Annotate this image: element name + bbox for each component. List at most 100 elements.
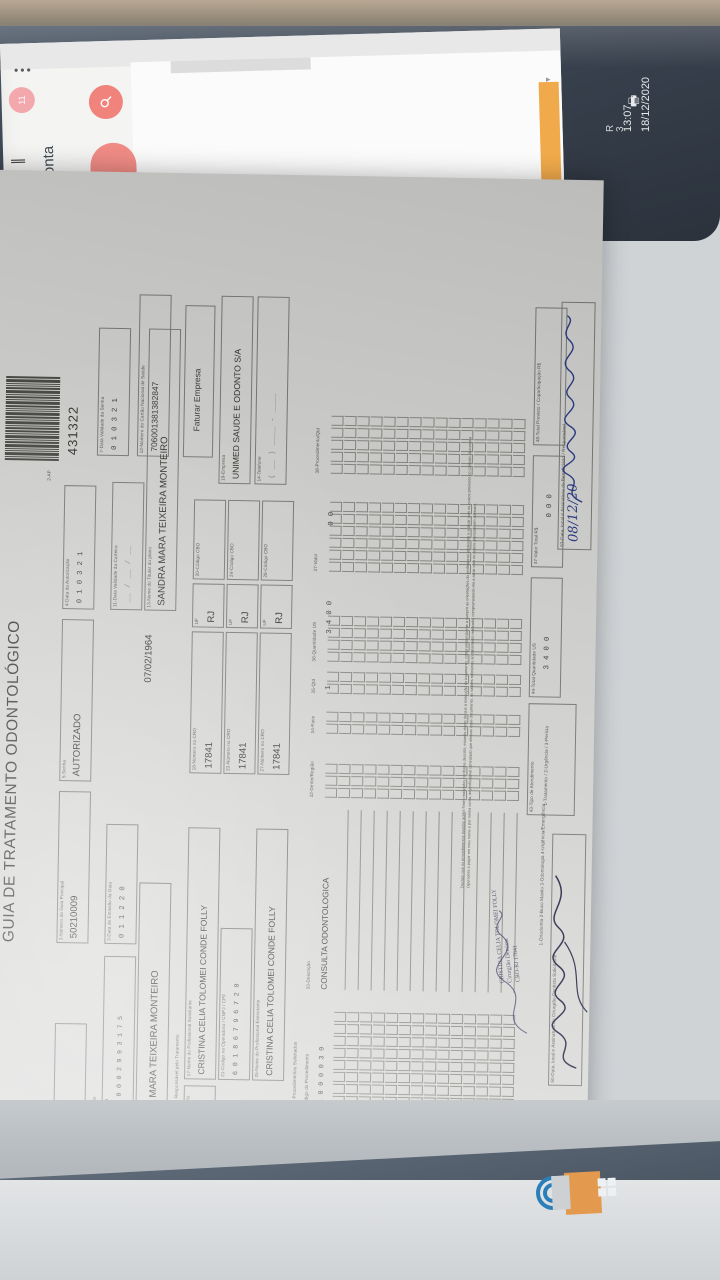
table-row-cell-group[interactable] <box>352 672 366 695</box>
table-cell[interactable] <box>345 1072 359 1083</box>
table-cell[interactable] <box>378 684 391 695</box>
table-cell[interactable] <box>326 683 339 694</box>
app-icon[interactable] <box>535 1175 571 1211</box>
table-cell[interactable] <box>494 766 507 777</box>
table-row-cell-group[interactable] <box>480 766 494 801</box>
table-cell[interactable] <box>407 539 420 550</box>
table-cell[interactable] <box>480 790 494 801</box>
table-cell[interactable] <box>394 514 407 526</box>
table-cell[interactable] <box>495 714 508 725</box>
table-cell[interactable] <box>418 653 431 664</box>
table-cell[interactable] <box>487 442 500 453</box>
table-cell[interactable] <box>419 563 433 574</box>
table-row-cell-group[interactable] <box>337 763 351 799</box>
table-cell[interactable] <box>340 615 354 627</box>
table-cell[interactable] <box>507 778 520 790</box>
table-row-cell-group[interactable] <box>326 671 340 694</box>
table-row-cell-group[interactable] <box>417 713 430 736</box>
table-cell[interactable] <box>340 651 353 663</box>
table-cell[interactable] <box>512 466 525 478</box>
table-cell[interactable] <box>421 465 434 476</box>
table-row-cell-group[interactable] <box>365 672 379 695</box>
table-row-cell-group[interactable] <box>341 501 356 573</box>
table-row-cell-group[interactable] <box>353 616 367 663</box>
table-cell[interactable] <box>403 765 416 776</box>
table-cell[interactable] <box>485 528 498 539</box>
table-cell[interactable] <box>443 725 456 736</box>
field-tipo-atendimento[interactable] <box>526 703 577 817</box>
table-cell[interactable] <box>376 788 390 799</box>
table-row-cell-group[interactable] <box>391 672 405 696</box>
table-cell[interactable] <box>508 674 522 686</box>
table-cell[interactable] <box>355 514 368 525</box>
table-cell[interactable] <box>512 454 525 466</box>
table-cell[interactable] <box>437 1037 450 1048</box>
table-cell[interactable] <box>337 787 351 799</box>
table-cell[interactable] <box>408 453 421 464</box>
table-row-cell-group[interactable] <box>379 616 393 663</box>
table-cell[interactable] <box>325 763 338 774</box>
table-cell[interactable] <box>358 1084 371 1095</box>
table-cell[interactable] <box>508 726 521 738</box>
table-row-cell-group[interactable] <box>363 764 377 799</box>
table-cell[interactable] <box>441 789 455 800</box>
table-row-description-line[interactable] <box>357 810 362 991</box>
table-cell[interactable] <box>476 1038 489 1049</box>
table-cell[interactable] <box>432 563 446 574</box>
table-cell[interactable] <box>501 1086 514 1097</box>
table-cell[interactable] <box>371 1084 384 1095</box>
table-cell[interactable] <box>359 1036 372 1047</box>
table-cell[interactable] <box>371 1072 385 1083</box>
table-cell[interactable] <box>434 465 447 476</box>
table-row-cell-group[interactable] <box>367 502 382 573</box>
table-cell[interactable] <box>464 1014 477 1025</box>
table-cell[interactable] <box>357 416 370 427</box>
table-cell[interactable] <box>430 685 443 696</box>
table-row-cell-group[interactable] <box>326 711 339 734</box>
table-cell[interactable] <box>341 561 355 573</box>
table-cell[interactable] <box>356 464 369 475</box>
table-cell[interactable] <box>442 765 455 776</box>
table-cell[interactable] <box>325 775 338 786</box>
table-cell[interactable] <box>450 1049 463 1061</box>
table-cell[interactable] <box>411 1025 424 1036</box>
table-cell[interactable] <box>513 430 526 442</box>
table-cell[interactable] <box>442 777 455 788</box>
table-cell[interactable] <box>486 466 499 477</box>
table-cell[interactable] <box>511 552 524 564</box>
table-cell[interactable] <box>500 430 513 441</box>
table-cell[interactable] <box>343 451 356 463</box>
table-cell[interactable] <box>354 562 368 573</box>
table-cell[interactable] <box>352 724 365 735</box>
table-row-cell-group[interactable] <box>499 418 513 477</box>
table-cell[interactable] <box>372 1060 385 1071</box>
table-cell[interactable] <box>507 766 520 778</box>
table-cell[interactable] <box>372 1024 385 1035</box>
table-cell[interactable] <box>394 502 408 514</box>
table-cell[interactable] <box>446 515 459 526</box>
table-cell[interactable] <box>482 674 496 685</box>
table-row-cell-group[interactable] <box>382 416 396 475</box>
table-cell[interactable] <box>329 537 342 548</box>
table-cell[interactable] <box>499 466 512 477</box>
table-cell[interactable] <box>436 1073 450 1084</box>
table-cell[interactable] <box>329 501 343 512</box>
table-cell[interactable] <box>494 778 507 789</box>
table-cell[interactable] <box>482 726 495 737</box>
search-icon[interactable] <box>88 84 124 120</box>
table-row-cell-group[interactable] <box>497 504 512 575</box>
table-row-cell-group[interactable] <box>510 504 525 576</box>
table-cell[interactable] <box>379 628 392 639</box>
table-cell[interactable] <box>405 629 418 640</box>
table-row-cell-group[interactable] <box>434 417 448 476</box>
table-cell[interactable] <box>482 686 495 697</box>
table-cell[interactable] <box>398 1048 411 1060</box>
table-cell[interactable] <box>508 714 521 726</box>
table-cell[interactable] <box>379 640 392 651</box>
table-cell[interactable] <box>450 1037 463 1049</box>
table-cell[interactable] <box>393 562 407 574</box>
table-cell[interactable] <box>351 776 364 787</box>
table-cell[interactable] <box>437 1025 450 1036</box>
table-cell[interactable] <box>392 640 405 652</box>
table-cell[interactable] <box>356 452 369 463</box>
